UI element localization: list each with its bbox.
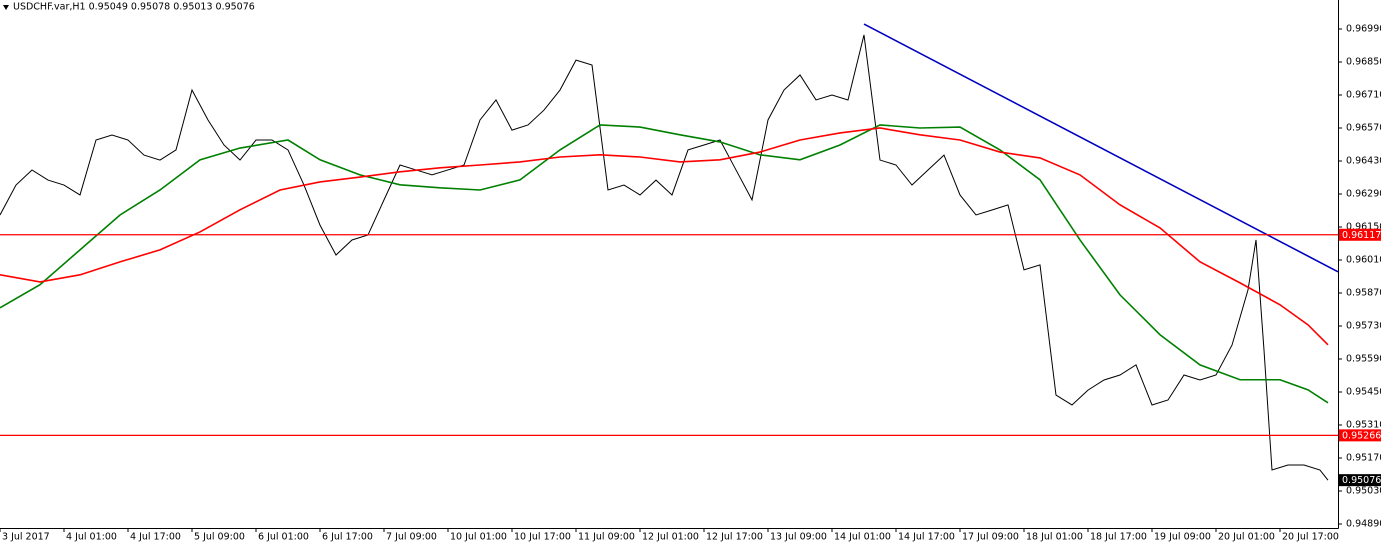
y-tick-label: 0.94890 [1346,518,1381,529]
x-tick-label: 20 Jul 01:00 [1218,532,1275,543]
x-tick-label: 20 Jul 17:00 [1282,532,1339,543]
last-price-box [1339,474,1381,487]
x-tick-label: 4 Jul 01:00 [66,532,117,543]
x-tick-label: 12 Jul 01:00 [642,532,699,543]
x-tick-label: 6 Jul 01:00 [258,532,309,543]
level-label: 0.95266 [1342,430,1381,441]
x-tick-label: 4 Jul 17:00 [130,532,181,543]
last-price-label: 0.95076 [1342,475,1381,486]
level-box [1339,228,1381,241]
x-tick-label: 18 Jul 17:00 [1090,532,1147,543]
x-tick-label: 10 Jul 01:00 [450,532,507,543]
menu-arrow [3,5,9,10]
x-tick-label: 14 Jul 17:00 [898,532,955,543]
x-tick-label: 19 Jul 09:00 [1154,532,1211,543]
price-line [0,124,1329,404]
x-tick-label: 11 Jul 09:00 [578,532,635,543]
x-tick-label: 18 Jul 01:00 [1026,532,1083,543]
price-line [0,127,1329,346]
x-tick-label: 17 Jul 09:00 [962,532,1019,543]
x-tick-label: 6 Jul 17:00 [322,532,373,543]
level-box [1339,429,1381,442]
x-tick-label: 10 Jul 17:00 [514,532,571,543]
price-line [863,23,1339,273]
x-tick-label: 5 Jul 09:00 [194,532,245,543]
x-tick-label: 12 Jul 17:00 [706,532,763,543]
level-label: 0.96117 [1342,230,1381,241]
x-tick-label: 3 Jul 2017 [2,532,50,543]
chart-title: USDCHF.var,H1 0.95049 0.95078 0.95013 0.… [13,2,255,13]
x-tick-label: 14 Jul 01:00 [834,532,891,543]
x-tick-label: 7 Jul 09:00 [386,532,437,543]
x-tick-label: 13 Jul 09:00 [770,532,827,543]
price-line [0,34,1329,481]
